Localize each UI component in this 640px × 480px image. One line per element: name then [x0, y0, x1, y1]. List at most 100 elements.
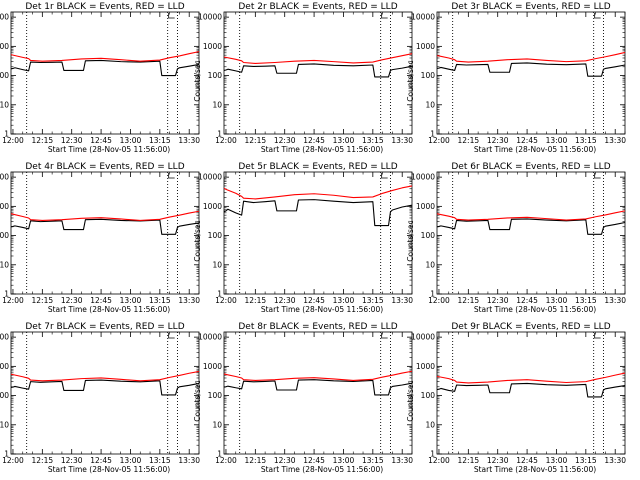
y-tick-label: 10000: [0, 333, 9, 342]
plot-frame: [436, 331, 626, 455]
x-tick-label: 13:30: [391, 456, 413, 465]
y-tick-label: 1: [4, 450, 9, 459]
y-tick-label: 10: [425, 100, 435, 109]
x-tick-label: 12:45: [90, 296, 112, 305]
y-tick-label: 100: [208, 391, 223, 400]
y-tick-label: 10000: [198, 173, 222, 182]
x-tick-label: 12:00: [215, 296, 237, 305]
y-axis-label: Counts/sec: [406, 380, 415, 421]
x-tick-label: 12:00: [2, 136, 24, 145]
y-axis-label: Counts/sec: [193, 380, 202, 421]
y-tick-label: 10: [0, 100, 9, 109]
x-tick-label: 12:30: [487, 296, 509, 305]
lld-series-line: [436, 372, 626, 384]
interval-bracket: [168, 13, 175, 19]
x-tick-label: 13:30: [604, 456, 626, 465]
interval-bracket: [381, 173, 388, 179]
y-tick-label: 10: [212, 260, 222, 269]
y-tick-label: 1: [430, 450, 435, 459]
events-series-line: [223, 199, 413, 227]
lld-series-line: [10, 210, 200, 221]
x-tick-label: 12:45: [303, 296, 325, 305]
x-tick-label: 13:00: [333, 296, 355, 305]
x-tick-label: 12:15: [32, 456, 54, 465]
x-tick-label: 13:15: [575, 456, 597, 465]
y-tick-label: 10: [425, 420, 435, 429]
lld-series-line: [436, 210, 626, 221]
interval-bracket: [594, 173, 601, 179]
plot-frame: [10, 171, 200, 295]
x-tick-label: 12:45: [90, 136, 112, 145]
y-tick-label: 100: [208, 231, 223, 240]
plot-frame: [223, 331, 413, 455]
interval-bracket: [381, 333, 388, 339]
x-tick-label: 12:15: [458, 456, 480, 465]
x-tick-label: 13:30: [178, 136, 200, 145]
plot-frame: [10, 331, 200, 455]
plot-frame: [436, 171, 626, 295]
y-tick-label: 1000: [416, 42, 435, 51]
plot-frame: [10, 11, 200, 135]
x-axis-label: Start Time (28-Nov-05 11:56:00): [261, 305, 383, 314]
x-tick-label: 13:15: [575, 296, 597, 305]
x-axis-label: Start Time (28-Nov-05 11:56:00): [48, 465, 170, 474]
y-axis-label: Counts/sec: [193, 220, 202, 261]
y-tick-label: 10: [0, 260, 9, 269]
y-tick-label: 1: [430, 290, 435, 299]
y-tick-label: 1000: [416, 202, 435, 211]
chart-title: Det 6r BLACK = Events, RED = LLD: [451, 162, 610, 172]
x-tick-label: 12:30: [274, 456, 296, 465]
x-tick-label: 12:30: [274, 136, 296, 145]
x-tick-label: 12:15: [245, 456, 267, 465]
x-tick-label: 12:15: [245, 296, 267, 305]
y-tick-label: 1000: [203, 42, 222, 51]
x-axis-label: Start Time (28-Nov-05 11:56:00): [261, 465, 383, 474]
chart-title: Det 2r BLACK = Events, RED = LLD: [238, 2, 397, 12]
x-tick-label: 13:00: [546, 296, 568, 305]
chart-panel-4: Det 4r BLACK = Events, RED = LLD Counts/s…: [0, 162, 200, 314]
x-tick-label: 12:30: [61, 136, 83, 145]
x-tick-label: 13:00: [546, 136, 568, 145]
y-tick-label: 10: [212, 420, 222, 429]
plot-frame: [223, 11, 413, 135]
x-tick-label: 12:00: [2, 296, 24, 305]
chart-panel-9: Det 9r BLACK = Events, RED = LLD Counts/s…: [406, 322, 626, 474]
x-tick-label: 13:30: [391, 296, 413, 305]
chart-title: Det 3r BLACK = Events, RED = LLD: [451, 2, 610, 12]
y-tick-label: 10000: [198, 333, 222, 342]
x-tick-label: 13:00: [120, 296, 142, 305]
x-tick-label: 13:00: [333, 456, 355, 465]
chart-panel-3: Det 3r BLACK = Events, RED = LLD Counts/s…: [406, 2, 626, 154]
y-tick-label: 100: [0, 231, 9, 240]
chart-panel-7: Det 7r BLACK = Events, RED = LLD Counts/s…: [0, 322, 200, 474]
x-tick-label: 13:30: [178, 296, 200, 305]
x-tick-label: 12:45: [516, 136, 538, 145]
y-tick-label: 100: [421, 71, 436, 80]
x-tick-label: 13:00: [333, 136, 355, 145]
plot-frame: [436, 11, 626, 135]
y-tick-label: 10: [0, 420, 9, 429]
y-tick-label: 1000: [203, 362, 222, 371]
plot-frame: [223, 171, 413, 295]
y-tick-label: 1000: [0, 202, 9, 211]
x-tick-label: 12:15: [245, 136, 267, 145]
x-tick-label: 12:00: [2, 456, 24, 465]
x-tick-label: 13:30: [604, 296, 626, 305]
x-tick-label: 13:15: [575, 136, 597, 145]
y-tick-label: 10000: [411, 13, 435, 22]
x-tick-label: 13:15: [362, 136, 384, 145]
x-tick-label: 12:45: [303, 136, 325, 145]
x-tick-label: 13:30: [604, 136, 626, 145]
events-series-line: [436, 62, 626, 77]
y-tick-label: 100: [0, 391, 9, 400]
y-tick-label: 1: [4, 130, 9, 139]
x-tick-label: 13:30: [178, 456, 200, 465]
interval-bracket: [594, 333, 601, 339]
x-tick-label: 12:00: [428, 456, 450, 465]
interval-bracket: [168, 173, 175, 179]
y-tick-label: 1: [4, 290, 9, 299]
x-tick-label: 12:30: [274, 296, 296, 305]
y-tick-label: 100: [0, 71, 9, 80]
lld-series-line: [10, 370, 200, 382]
